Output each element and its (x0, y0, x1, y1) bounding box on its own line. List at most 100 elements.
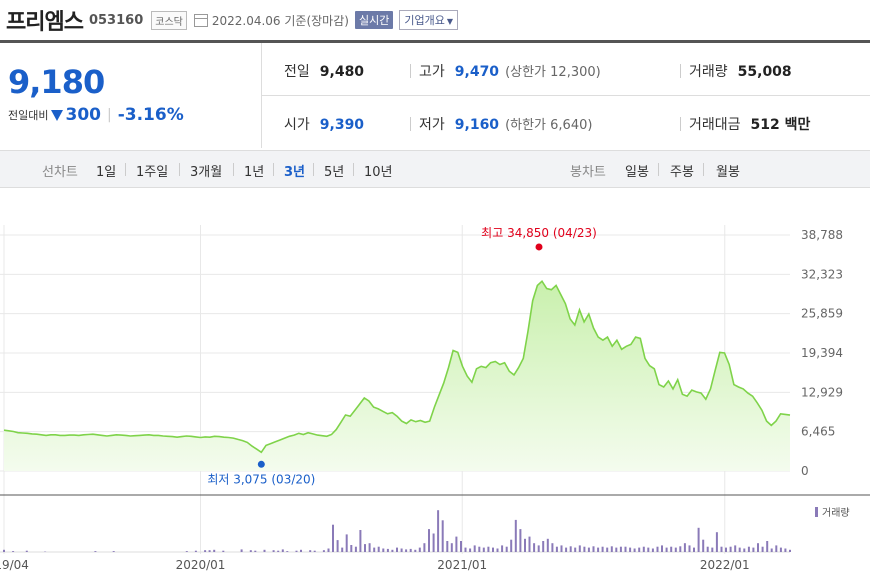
down-triangle-icon (51, 109, 64, 121)
tab-monthly[interactable]: 월봉 (716, 165, 740, 180)
volume-bar (300, 549, 302, 552)
volume-bar (674, 547, 677, 552)
volume-bar (240, 549, 243, 552)
volume-bar (263, 549, 266, 552)
volume-bar (720, 546, 723, 552)
volume-bar (354, 546, 357, 552)
stock-header: 프리엠스 053160 코스닥 2022.04.06 기준(장마감) 실시간 기… (0, 0, 870, 40)
volume-bar (332, 524, 334, 552)
volume-bar (428, 529, 430, 552)
volume-bar (418, 547, 421, 552)
volume-bar (496, 548, 499, 552)
volume-bar (432, 533, 435, 552)
tab-1y[interactable]: 1년 (244, 165, 265, 180)
volume-bar (629, 547, 632, 552)
y-tick-label: 32,323 (801, 267, 843, 281)
max-label: 최고 34,850 (04/23) (481, 226, 597, 240)
stat-prev: 전일 9,480 (284, 61, 364, 81)
tab-3m[interactable]: 3개월 (190, 165, 223, 180)
y-tick-label: 19,394 (801, 346, 843, 360)
volume-bar (492, 547, 494, 552)
price-stats: 전일 9,480 고가 9,470 (상한가 12,300) 거래량 55,00… (262, 43, 870, 148)
volume-bar (551, 543, 554, 552)
stat-divider (410, 117, 411, 131)
volume-bar (345, 534, 348, 552)
volume-bar (482, 547, 485, 552)
volume-bar (715, 532, 718, 552)
volume-bar (510, 539, 513, 552)
volume-bar (377, 546, 380, 552)
volume-bar (501, 545, 504, 552)
tab-1w[interactable]: 1주일 (136, 165, 169, 180)
tab-divider (125, 163, 126, 176)
volume-bar (254, 550, 257, 552)
volume-bar (766, 541, 769, 552)
volume-bar (574, 547, 577, 552)
volume-bar (651, 548, 654, 552)
volume-bar (341, 547, 344, 552)
volume-bar (670, 546, 673, 552)
stat-open-value: 9,390 (319, 117, 365, 133)
volume-bar (446, 541, 449, 552)
volume-bar (309, 550, 312, 552)
current-price: 9,180 (8, 63, 105, 101)
stat-divider (410, 64, 411, 78)
volume-bar (364, 544, 366, 552)
volume-bar (185, 551, 188, 552)
volume-bar (455, 536, 458, 552)
volume-bar (473, 545, 476, 552)
volume-bar (565, 547, 568, 552)
stat-high: 고가 9,470 (상한가 12,300) (410, 61, 601, 81)
y-tick-label: 25,859 (801, 307, 843, 321)
volume-bar (683, 543, 686, 552)
volume-bar (272, 550, 275, 552)
x-tick-label: 2022/01 (700, 558, 750, 572)
volume-bar (610, 546, 613, 552)
volume-bar (204, 550, 207, 552)
volume-bar (478, 546, 481, 552)
candle-chart-label: 봉차트 (570, 165, 606, 180)
volume-bar (688, 545, 691, 552)
tab-3y[interactable]: 3년 (284, 165, 306, 180)
stat-prev-label: 전일 (284, 64, 310, 80)
volume-bar (738, 547, 741, 552)
price-line (3, 279, 791, 454)
volume-bar (414, 549, 417, 552)
y-tick-label: 12,929 (801, 385, 843, 399)
volume-bar (213, 549, 216, 552)
stat-high-value: 9,470 (454, 64, 500, 80)
company-info-dropdown[interactable]: 기업개요 ▼ (399, 10, 458, 30)
company-info-label: 기업개요 (404, 14, 445, 27)
volume-legend-swatch (815, 507, 818, 517)
volume-bar (386, 548, 389, 552)
tab-daily[interactable]: 일봉 (625, 165, 649, 180)
volume-bar (208, 550, 211, 552)
stat-volume: 거래량 55,008 (680, 61, 792, 81)
volume-bar (249, 550, 252, 552)
x-tick-label: 2020/01 (176, 558, 226, 572)
tab-5y[interactable]: 5년 (324, 165, 345, 180)
volume-bar (94, 551, 97, 552)
y-tick-label: 38,788 (801, 228, 843, 242)
tab-1d[interactable]: 1일 (96, 165, 117, 180)
change-value: 300 (65, 105, 101, 125)
volume-bar (295, 550, 298, 552)
volume-bar (336, 540, 339, 552)
volume-bar (560, 545, 563, 552)
line-chart-label: 선차트 (42, 165, 78, 180)
volume-bar (396, 547, 398, 552)
tab-divider (273, 163, 274, 176)
volume-bar (592, 546, 595, 552)
tab-10y[interactable]: 10년 (364, 165, 393, 180)
volume-bar (409, 548, 412, 552)
tab-weekly[interactable]: 주봉 (670, 165, 694, 180)
stat-prev-value: 9,480 (319, 64, 365, 80)
volume-bar (542, 541, 545, 552)
volume-bar (702, 539, 705, 552)
stat-lower-limit: (하한가 6,640) (505, 118, 593, 133)
stat-divider (680, 64, 681, 78)
realtime-button[interactable]: 실시간 (354, 11, 394, 29)
volume-bar (546, 538, 549, 552)
change-separator: | (106, 107, 112, 123)
volume-bar (734, 545, 737, 552)
